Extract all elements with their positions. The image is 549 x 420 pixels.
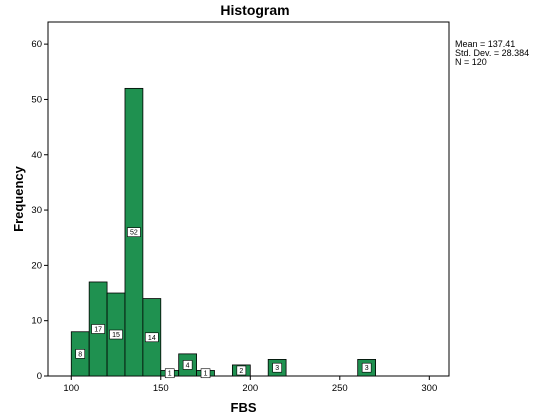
data-label: 2 [239,368,243,375]
stats-box: Mean = 137.41 Std. Dev. = 28.384 N = 120 [455,39,529,67]
data-label: 14 [148,335,156,342]
stats-std-dev: Std. Dev. = 28.384 [455,48,529,58]
data-label: 1 [168,371,172,378]
data-label: 15 [112,332,120,339]
y-tick-label: 50 [31,94,42,105]
data-label-box [236,365,247,376]
y-axis: 0 10 20 30 40 50 60 [31,39,48,382]
data-label-box [109,329,123,340]
x-tick-label: 250 [332,383,348,394]
x-tick-label: 200 [242,383,258,394]
data-label: 52 [130,230,138,237]
data-label: 3 [275,365,279,372]
data-label-box [91,324,105,334]
stats-n: N = 120 [455,57,487,67]
x-tick-label: 300 [421,383,437,394]
data-label: 3 [365,365,369,372]
stats-mean: Mean = 137.41 [455,39,515,49]
data-label: 17 [94,326,102,333]
chart-title: Histogram [220,2,289,18]
data-label-box [75,349,86,359]
data-label-box [182,360,193,370]
data-label-box [145,332,159,343]
x-axis-title: FBS [231,400,257,415]
y-tick-label: 10 [31,316,42,327]
data-label-box [200,368,211,379]
data-label: 1 [204,371,208,378]
data-label: 8 [78,351,82,358]
y-axis-title: Frequency [11,165,26,232]
data-label-box [127,227,141,237]
data-label-box [272,362,282,373]
data-label-box [164,368,175,379]
y-tick-label: 20 [31,260,42,271]
data-label-box [361,362,372,373]
y-tick-label: 60 [31,39,42,50]
x-tick-label: 100 [63,383,79,394]
y-tick-label: 30 [31,205,42,216]
data-label: 4 [186,362,190,369]
x-tick-label: 150 [153,383,169,394]
y-tick-label: 0 [37,371,42,382]
x-axis: 100 150 200 250 300 [63,376,437,394]
y-tick-label: 40 [31,150,42,161]
